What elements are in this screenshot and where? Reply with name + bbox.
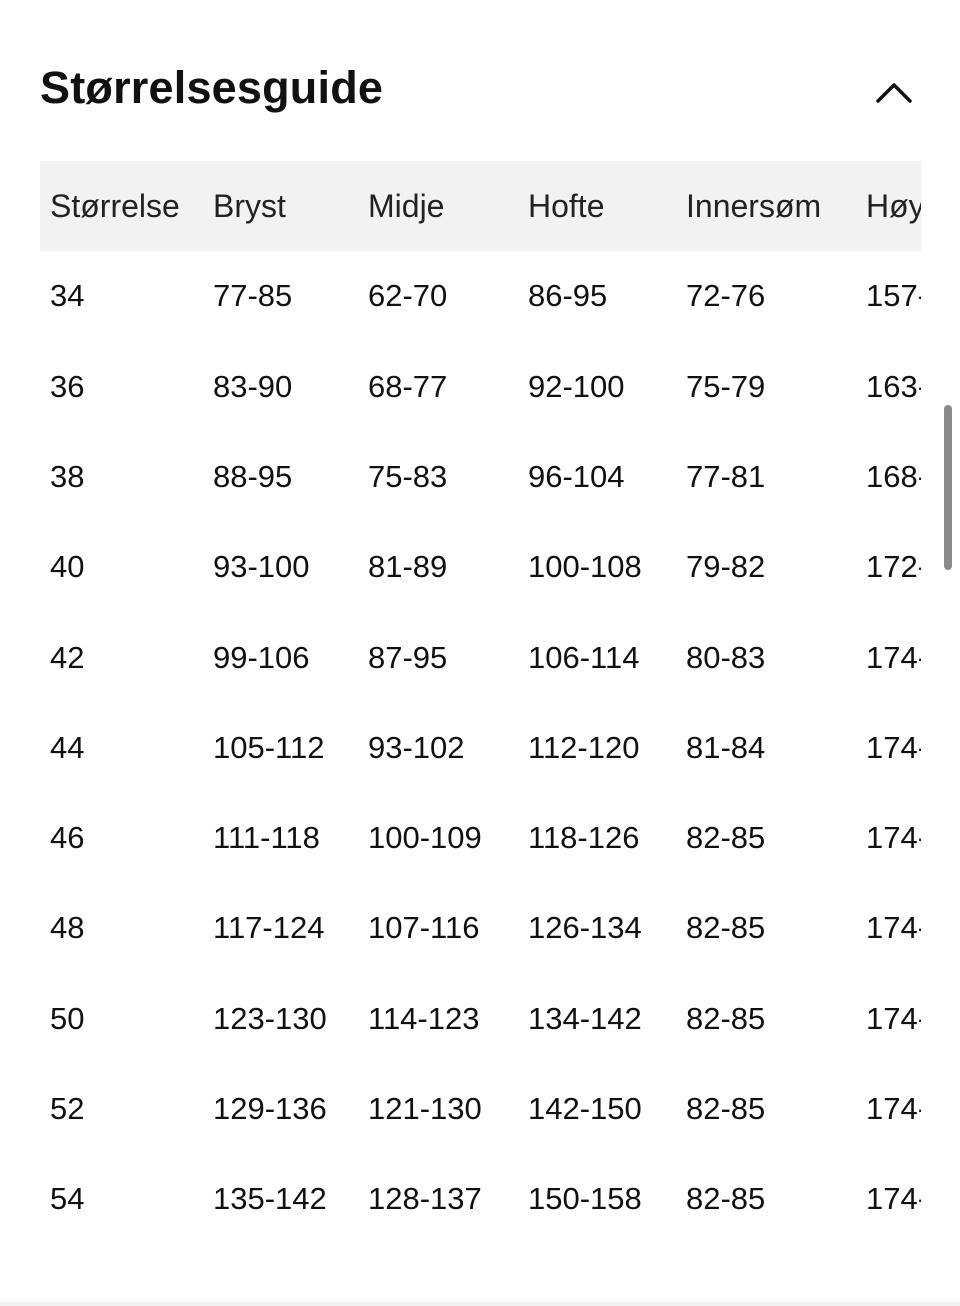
cell-chest: 105-112 (213, 729, 325, 765)
cell-inseam: 81-84 (686, 729, 766, 765)
header-inseam: Innersøm (686, 188, 822, 224)
size-guide-table[interactable]: Størrelse Bryst Midje Hofte Innersøm Høy 34 77-… (40, 161, 921, 1261)
cell-size: 46 (50, 820, 85, 856)
table-row: 38 88-95 75-83 96-104 77-81 168- (40, 432, 921, 522)
scrollbar[interactable] (944, 405, 952, 570)
table-row: 46 111-118 100-109 118-126 82-85 174- (40, 793, 921, 883)
header-waist: Midje (368, 188, 445, 224)
cell-height: 168- (866, 458, 921, 494)
cell-inseam: 80-83 (686, 639, 766, 675)
cell-hip: 106-114 (528, 639, 640, 675)
cell-size: 38 (50, 458, 85, 494)
cell-waist: 100-109 (368, 820, 482, 856)
cell-chest: 129-136 (213, 1091, 327, 1126)
cell-chest: 123-130 (213, 1000, 327, 1036)
chevron-up-icon (876, 83, 912, 103)
cell-waist: 75-83 (368, 458, 448, 494)
cell-inseam: 79-82 (686, 549, 766, 585)
cell-height: 174- (866, 910, 921, 946)
cell-chest: 117-124 (213, 910, 325, 946)
cell-waist: 81-89 (368, 549, 448, 585)
cell-waist: 128-137 (368, 1181, 482, 1217)
cell-size: 52 (50, 1091, 85, 1126)
cell-hip: 126-134 (528, 910, 642, 946)
cell-size: 40 (50, 549, 85, 585)
cell-size: 34 (50, 278, 85, 314)
cell-hip: 150-158 (528, 1181, 642, 1217)
divider (0, 1302, 960, 1306)
cell-inseam: 82-85 (686, 910, 766, 946)
cell-inseam: 75-79 (686, 368, 766, 404)
cell-size: 42 (50, 639, 85, 675)
table-row: 52 129-136 121-130 142-150 82-85 174- (40, 1064, 921, 1154)
cell-inseam: 77-81 (686, 458, 766, 494)
table-row: 54 135-142 128-137 150-158 82-85 174- (40, 1154, 921, 1244)
cell-height: 174- (866, 820, 921, 856)
cell-hip: 134-142 (528, 1000, 642, 1036)
cell-size: 54 (50, 1181, 85, 1217)
table-row: 34 77-85 62-70 86-95 72-76 157- (40, 251, 921, 341)
cell-size: 44 (50, 729, 85, 765)
cell-height: 157- (866, 278, 921, 314)
cell-height: 174- (866, 1181, 921, 1217)
cell-height: 172- (866, 549, 921, 585)
cell-hip: 100-108 (528, 549, 642, 585)
header-size: Størrelse (50, 188, 180, 224)
table-row: 50 123-130 114-123 134-142 82-85 174- (40, 974, 921, 1064)
cell-inseam: 82-85 (686, 1000, 766, 1036)
cell-hip: 96-104 (528, 458, 625, 494)
cell-hip: 86-95 (528, 278, 608, 314)
table-row: 36 83-90 68-77 92-100 75-79 163- (40, 342, 921, 432)
cell-height: 174- (866, 639, 921, 675)
table-row: 48 117-124 107-116 126-134 82-85 174- (40, 883, 921, 973)
cell-waist: 87-95 (368, 639, 448, 675)
cell-waist: 121-130 (368, 1091, 482, 1126)
cell-hip: 112-120 (528, 729, 640, 765)
cell-size: 50 (50, 1000, 85, 1036)
cell-inseam: 82-85 (686, 1181, 766, 1217)
cell-chest: 111-118 (213, 820, 320, 856)
cell-height: 174- (866, 729, 921, 765)
cell-waist: 62-70 (368, 278, 448, 314)
cell-hip: 118-126 (528, 820, 640, 856)
table-header-row: Størrelse Bryst Midje Hofte Innersøm Høy (40, 161, 921, 251)
cell-waist: 107-116 (368, 910, 480, 946)
cell-inseam: 82-85 (686, 820, 766, 856)
page-title: Størrelsesguide (40, 62, 384, 113)
cell-chest: 77-85 (213, 278, 293, 314)
cell-size: 36 (50, 368, 85, 404)
cell-waist: 93-102 (368, 729, 465, 765)
cell-chest: 135-142 (213, 1181, 327, 1217)
cell-chest: 83-90 (213, 368, 293, 404)
cell-height: 174- (866, 1091, 921, 1126)
table-row: 44 105-112 93-102 112-120 81-84 174- (40, 703, 921, 793)
cell-height: 163- (866, 368, 921, 404)
header-chest: Bryst (213, 188, 286, 224)
cell-waist: 114-123 (368, 1000, 480, 1036)
cell-size: 48 (50, 910, 85, 946)
cell-inseam: 82-85 (686, 1091, 766, 1126)
cell-chest: 93-100 (213, 549, 310, 585)
cell-chest: 88-95 (213, 458, 293, 494)
header-height: Høy (866, 188, 921, 224)
cell-hip: 142-150 (528, 1091, 642, 1126)
cell-chest: 99-106 (213, 639, 310, 675)
cell-height: 174- (866, 1000, 921, 1036)
table-row: 42 99-106 87-95 106-114 80-83 174- (40, 613, 921, 703)
cell-hip: 92-100 (528, 368, 625, 404)
table-row: 40 93-100 81-89 100-108 79-82 172- (40, 522, 921, 612)
cell-waist: 68-77 (368, 368, 448, 404)
collapse-button[interactable] (872, 74, 916, 108)
header-hip: Hofte (528, 188, 605, 224)
cell-inseam: 72-76 (686, 278, 766, 314)
